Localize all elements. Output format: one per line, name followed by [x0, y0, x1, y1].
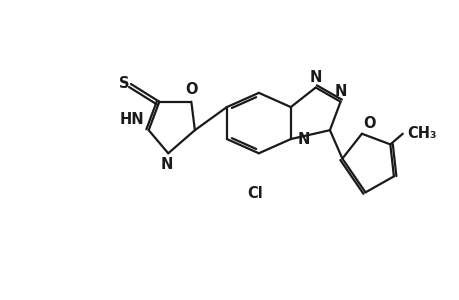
Text: Cl: Cl	[247, 186, 263, 201]
Text: HN: HN	[119, 112, 144, 127]
Text: N: N	[334, 84, 346, 99]
Text: N: N	[160, 157, 172, 172]
Text: O: O	[185, 82, 197, 98]
Text: CH₃: CH₃	[406, 126, 436, 141]
Text: N: N	[309, 70, 321, 85]
Text: S: S	[118, 76, 129, 92]
Text: N: N	[297, 132, 309, 147]
Text: O: O	[363, 116, 375, 131]
